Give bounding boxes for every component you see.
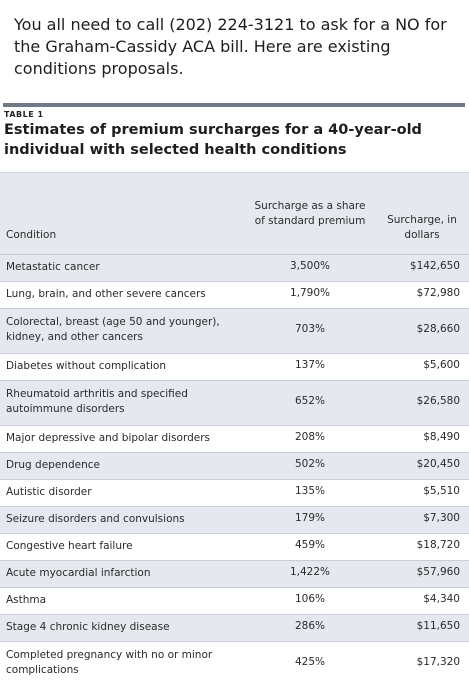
table-top-rule <box>3 103 465 107</box>
share-cell: 425% <box>294 656 326 668</box>
condition-cell: Stage 4 chronic kidney disease <box>6 621 170 633</box>
condition-cell: Rheumatoid arthritis and specified autoi… <box>6 388 188 415</box>
table-row: Rheumatoid arthritis and specified autoi… <box>0 380 469 425</box>
share-cell: 135% <box>294 485 326 497</box>
condition-cell: Metastatic cancer <box>6 261 100 273</box>
header-surcharge-share: Surcharge as a share of standard premium <box>254 200 366 227</box>
dollars-cell: $20,450 <box>416 458 460 470</box>
dollars-cell: $26,580 <box>416 395 460 407</box>
table-row: Metastatic cancer 3,500% $142,650 <box>0 254 469 281</box>
dollars-cell: $4,340 <box>423 593 460 605</box>
table-image: TABLE 1 Estimates of premium surcharges … <box>0 96 469 680</box>
table-row: Seizure disorders and convulsions 179% $… <box>0 506 469 533</box>
condition-cell: Completed pregnancy with no or minor com… <box>6 649 213 676</box>
table-row: Completed pregnancy with no or minor com… <box>0 641 469 686</box>
condition-cell: Diabetes without complication <box>6 360 167 372</box>
share-cell: 459% <box>294 539 326 551</box>
table-row: Colorectal, breast (age 50 and younger),… <box>0 308 469 353</box>
condition-cell: Drug dependence <box>6 459 100 471</box>
condition-cell: Colorectal, breast (age 50 and younger),… <box>6 316 220 343</box>
post-text: You all need to call (202) 224-3121 to a… <box>14 15 447 78</box>
dollars-cell: $5,600 <box>423 359 460 371</box>
table-row: Lung, brain, and other severe cancers 1,… <box>0 281 469 308</box>
table-row: Diabetes without complication 137% $5,60… <box>0 353 469 380</box>
table-row: Congestive heart failure 459% $18,720 <box>0 533 469 560</box>
table-row: Major depressive and bipolar disorders 2… <box>0 425 469 452</box>
dollars-cell: $5,510 <box>423 485 460 497</box>
dollars-cell: $72,980 <box>416 287 460 299</box>
table-title: Estimates of premium surcharges for a 40… <box>4 122 422 158</box>
share-cell: 286% <box>294 620 326 632</box>
table-row: Acute myocardial infarction 1,422% $57,9… <box>0 560 469 587</box>
condition-cell: Asthma <box>6 594 47 606</box>
table-number: TABLE 1 <box>4 110 44 119</box>
table-row: Stage 4 chronic kidney disease 286% $11,… <box>0 614 469 641</box>
condition-cell: Lung, brain, and other severe cancers <box>6 288 206 300</box>
dollars-cell: $17,320 <box>416 656 460 668</box>
table-header: Condition Surcharge as a share of standa… <box>0 172 469 255</box>
share-cell: 106% <box>294 593 326 605</box>
share-cell: 3,500% <box>289 260 331 272</box>
share-cell: 1,422% <box>289 566 331 578</box>
table-row: Autistic disorder 135% $5,510 <box>0 479 469 506</box>
table-body: Metastatic cancer 3,500% $142,650 Lung, … <box>0 254 469 686</box>
condition-cell: Seizure disorders and convulsions <box>6 513 185 525</box>
share-cell: 703% <box>294 323 326 335</box>
share-cell: 137% <box>294 359 326 371</box>
share-cell: 502% <box>294 458 326 470</box>
dollars-cell: $142,650 <box>409 260 460 272</box>
header-surcharge-dollars: Surcharge, in dollars <box>387 214 457 241</box>
share-cell: 179% <box>294 512 326 524</box>
share-cell: 652% <box>294 395 326 407</box>
condition-cell: Congestive heart failure <box>6 540 133 552</box>
table-row: Drug dependence 502% $20,450 <box>0 452 469 479</box>
dollars-cell: $7,300 <box>423 512 460 524</box>
table-row: Asthma 106% $4,340 <box>0 587 469 614</box>
condition-cell: Major depressive and bipolar disorders <box>6 432 210 444</box>
share-cell: 1,790% <box>289 287 331 299</box>
share-cell: 208% <box>294 431 326 443</box>
dollars-cell: $18,720 <box>416 539 460 551</box>
condition-cell: Autistic disorder <box>6 486 92 498</box>
dollars-cell: $57,960 <box>416 566 460 578</box>
dollars-cell: $8,490 <box>423 431 460 443</box>
header-condition: Condition <box>6 229 57 241</box>
dollars-cell: $11,650 <box>416 620 460 632</box>
dollars-cell: $28,660 <box>416 323 460 335</box>
condition-cell: Acute myocardial infarction <box>6 567 151 579</box>
